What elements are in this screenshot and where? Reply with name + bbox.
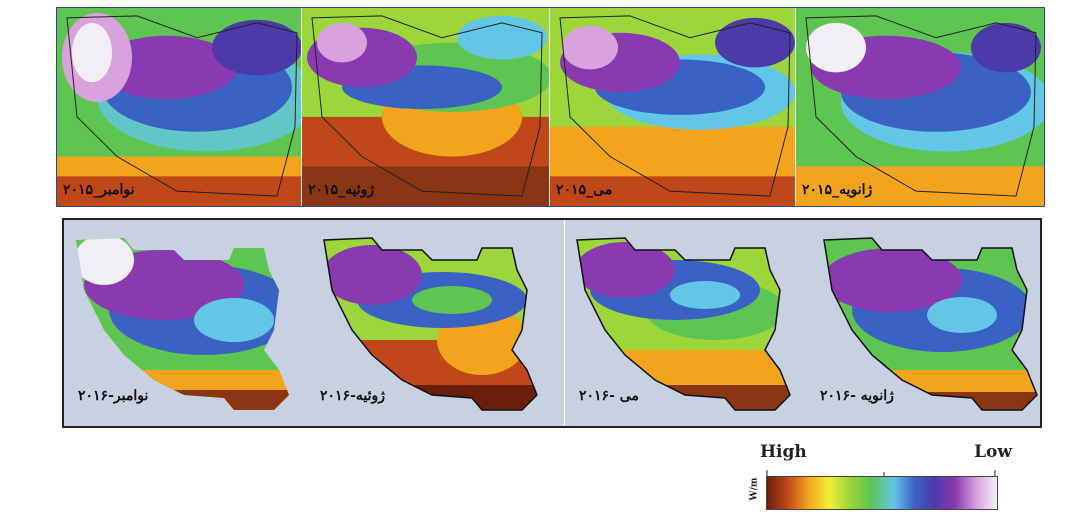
legend-low-label: Low	[974, 442, 1012, 462]
map-panel-july-2016: ژوئیه-۲۰۱۶	[312, 220, 562, 426]
map-label-november-2015: نوامبر_۲۰۱۵	[63, 182, 135, 198]
legend-high-label: High	[760, 442, 807, 462]
map-panel-may-2015: می_۲۰۱۵	[550, 8, 795, 206]
heatmap-november-2016	[76, 238, 289, 410]
map-panel-january-2015: ژانویه_۲۰۱۵	[796, 8, 1044, 206]
heatmap-november-2015	[57, 8, 301, 206]
legend-unit-label: W/m	[749, 477, 760, 501]
panel-separator	[564, 220, 565, 426]
map-panel-november-2015: نوامبر_۲۰۱۵	[57, 8, 301, 206]
map-label-november-2016: نوامبر-۲۰۱۶	[78, 388, 149, 404]
color-legend: High Low W/m	[722, 438, 1022, 517]
map-panel-january-2016: ژانویه -۲۰۱۶	[812, 220, 1040, 426]
panel-separator	[301, 8, 302, 206]
heatmap-july-2015	[302, 8, 549, 206]
legend-color-bar	[766, 476, 998, 510]
map-label-july-2016: ژوئیه-۲۰۱۶	[320, 388, 386, 404]
panel-separator	[795, 8, 796, 206]
map-label-may-2015: می_۲۰۱۵	[556, 182, 613, 198]
heatmap-may-2015	[550, 8, 795, 206]
heatmap-january-2015	[796, 8, 1044, 206]
panel-separator	[549, 8, 550, 206]
map-label-may-2016: می -۲۰۱۶	[579, 388, 639, 404]
map-panel-may-2016: می -۲۰۱۶	[565, 220, 811, 426]
maps-row-2016: نوامبر-۲۰۱۶ ژوئیه-۲۰۱۶	[62, 218, 1042, 428]
heatmap-july-2016	[323, 237, 538, 411]
map-label-july-2015: ژوئیه_۲۰۱۵	[308, 182, 375, 198]
map-panel-july-2015: ژوئیه_۲۰۱۵	[302, 8, 549, 206]
heatmap-january-2016	[823, 237, 1038, 411]
heatmap-may-2016	[576, 237, 791, 411]
map-panel-november-2016: نوامبر-۲۰۱۶	[64, 220, 311, 426]
maps-row-2015: نوامبر_۲۰۱۵ ژوئیه_۲۰۱۵	[56, 7, 1045, 207]
map-label-january-2015: ژانویه_۲۰۱۵	[802, 182, 873, 198]
map-label-january-2016: ژانویه -۲۰۱۶	[820, 388, 894, 404]
